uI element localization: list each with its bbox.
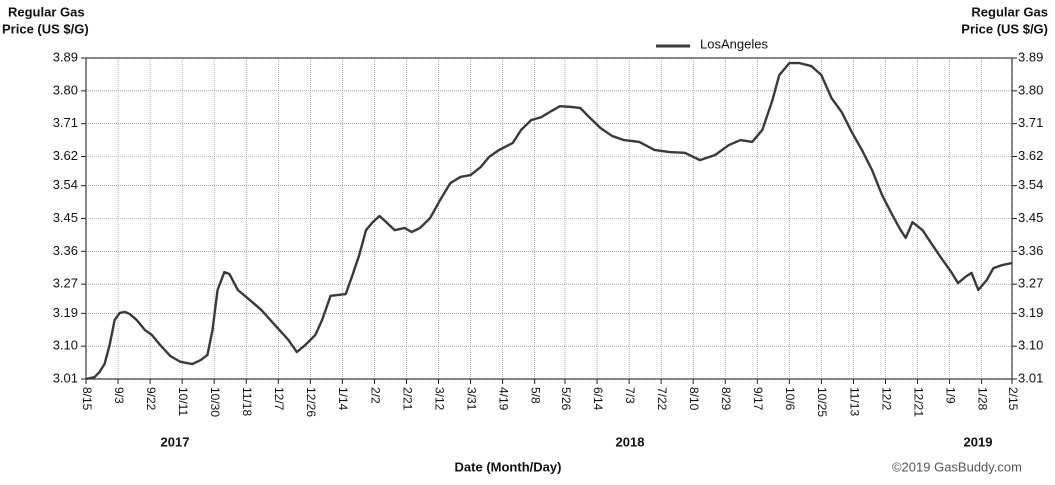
x-tick-label: 12/21: [911, 387, 925, 417]
x-tick-label: 12/7: [272, 387, 286, 411]
x-tick-label: 10/25: [815, 387, 829, 417]
x-tick-label: 1/9: [943, 387, 957, 404]
y-tick-label: 3.62: [53, 148, 78, 163]
x-tick-label: 10/11: [176, 387, 190, 416]
y-tick-label: 3.54: [53, 177, 78, 192]
y2-axis-label: Price (US $/G): [961, 21, 1048, 36]
y-tick-label: 3.19: [53, 305, 78, 320]
x-tick-label: 1/14: [336, 387, 350, 411]
x-tick-label: 6/14: [591, 387, 605, 411]
x-tick-label: 2/2: [368, 387, 382, 404]
legend-label: LosAngeles: [700, 36, 768, 51]
x-tick-label: 2/21: [400, 387, 414, 411]
x-tick-label: 8/15: [80, 387, 94, 411]
year-label: 2017: [161, 434, 190, 449]
y-tick-label: 3.45: [53, 210, 78, 225]
y-tick-label: 3.27: [53, 276, 78, 291]
y2-tick-label: 3.62: [1018, 148, 1043, 163]
x-tick-label: 4/19: [496, 387, 510, 411]
y-tick-label: 3.80: [53, 82, 78, 97]
x-tick-label: 8/10: [687, 387, 701, 411]
y2-tick-label: 3.89: [1018, 49, 1043, 64]
x-tick-label: 12/2: [879, 387, 893, 411]
x-tick-label: 7/3: [623, 387, 637, 404]
y2-tick-label: 3.36: [1018, 243, 1043, 258]
y2-tick-label: 3.10: [1018, 338, 1043, 353]
y-tick-label: 3.01: [53, 370, 78, 385]
x-tick-label: 5/8: [528, 387, 542, 404]
y2-tick-label: 3.45: [1018, 210, 1043, 225]
y2-tick-label: 3.54: [1018, 177, 1043, 192]
y2-tick-label: 3.27: [1018, 276, 1043, 291]
y2-axis-label: Regular Gas: [971, 4, 1048, 19]
y-tick-label: 3.36: [53, 243, 78, 258]
x-tick-label: 5/26: [559, 387, 573, 411]
y-tick-label: 3.71: [53, 115, 78, 130]
x-tick-label: 10/30: [208, 387, 222, 417]
y-axis-label: Regular Gas: [8, 4, 85, 19]
y-axis-label: Price (US $/G): [2, 21, 89, 36]
credit: ©2019 GasBuddy.com: [892, 459, 1022, 474]
y2-tick-label: 3.19: [1018, 305, 1043, 320]
x-tick-label: 12/26: [304, 387, 318, 417]
year-label: 2019: [964, 434, 993, 449]
x-tick-label: 8/29: [719, 387, 733, 411]
y-tick-label: 3.10: [53, 338, 78, 353]
x-tick-label: 1/28: [975, 387, 989, 411]
x-tick-label: 7/22: [655, 387, 669, 411]
y2-tick-label: 3.01: [1018, 370, 1043, 385]
x-tick-label: 10/6: [783, 387, 797, 411]
x-tick-label: 11/18: [240, 387, 254, 416]
x-tick-label: 11/13: [847, 387, 861, 416]
x-tick-label: 2/15: [1006, 387, 1020, 411]
x-tick-label: 9/17: [751, 387, 765, 411]
x-tick-label: 9/3: [112, 387, 126, 404]
y2-tick-label: 3.80: [1018, 82, 1043, 97]
x-tick-label: 3/31: [464, 387, 478, 411]
x-tick-label: 9/22: [144, 387, 158, 411]
x-tick-label: 3/12: [432, 387, 446, 411]
x-axis-label: Date (Month/Day): [455, 459, 562, 474]
price-line: [85, 61, 1013, 381]
y-tick-label: 3.89: [53, 49, 78, 64]
year-label: 2018: [616, 434, 645, 449]
y2-tick-label: 3.71: [1018, 115, 1043, 130]
